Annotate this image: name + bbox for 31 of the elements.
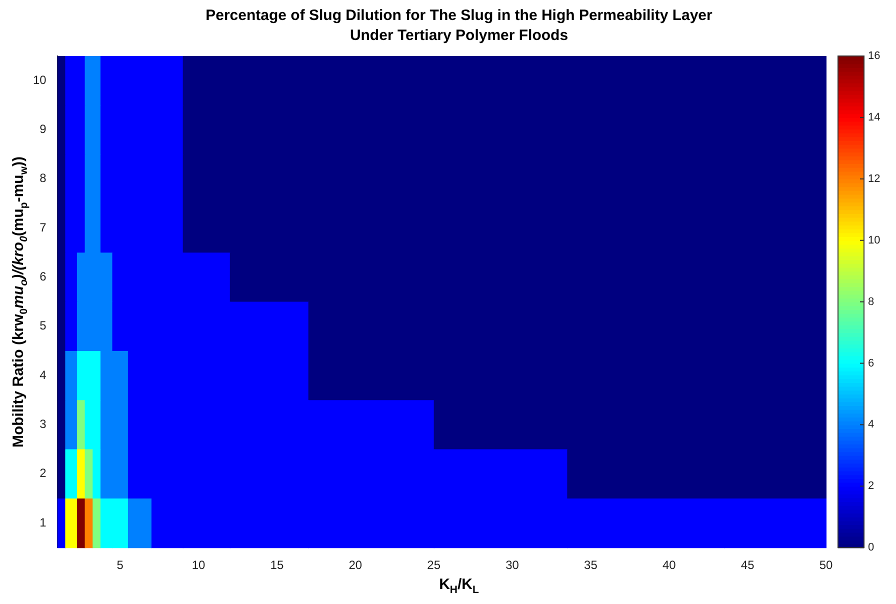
y-tick-label: 7 (40, 220, 47, 234)
color-bar-label: 14 (868, 111, 880, 124)
x-axis-title: K$_{H}$/K$_{L}$ (438, 576, 480, 596)
y-tick-label: 4 (40, 368, 47, 382)
y-tick-label: 3 (40, 417, 47, 432)
color-bar-label: 2 (868, 480, 874, 492)
color-bar-label: 10 (868, 234, 880, 246)
x-tick-label: 45 (740, 558, 755, 572)
y-tick-label: 2 (40, 466, 47, 480)
x-tick-label: 10 (192, 558, 206, 572)
color-bar-label: 6 (868, 357, 874, 370)
y-tick-label: 1 (40, 515, 47, 530)
x-tick-label: 30 (506, 558, 520, 572)
color-bar-label: 4 (868, 418, 874, 431)
color-bar-label: 12 (868, 172, 880, 185)
color-bar-label: 16 (868, 50, 880, 62)
x-tick-label: 35 (584, 558, 598, 572)
x-tick-label: 25 (427, 558, 441, 572)
y-tick-label: 5 (40, 318, 47, 333)
color-bar-label: 8 (868, 296, 874, 308)
y-tick-label: 8 (40, 171, 47, 186)
y-tick-label: 9 (40, 122, 47, 136)
x-tick-label: 20 (348, 558, 362, 572)
x-tick-label: 40 (662, 558, 676, 572)
color-bar-label: 0 (868, 542, 874, 554)
x-tick-label: 50 (819, 558, 833, 572)
x-tick-label: 15 (270, 558, 284, 572)
x-tick-label: 5 (116, 558, 124, 572)
y-tick-label: 10 (32, 72, 47, 87)
chart-title: Percentage of Slug Dilution for The Slug in the High Permeability Layer Under Tertiary Polymer Floods (204, 6, 714, 46)
y-tick-label: 6 (40, 270, 47, 284)
